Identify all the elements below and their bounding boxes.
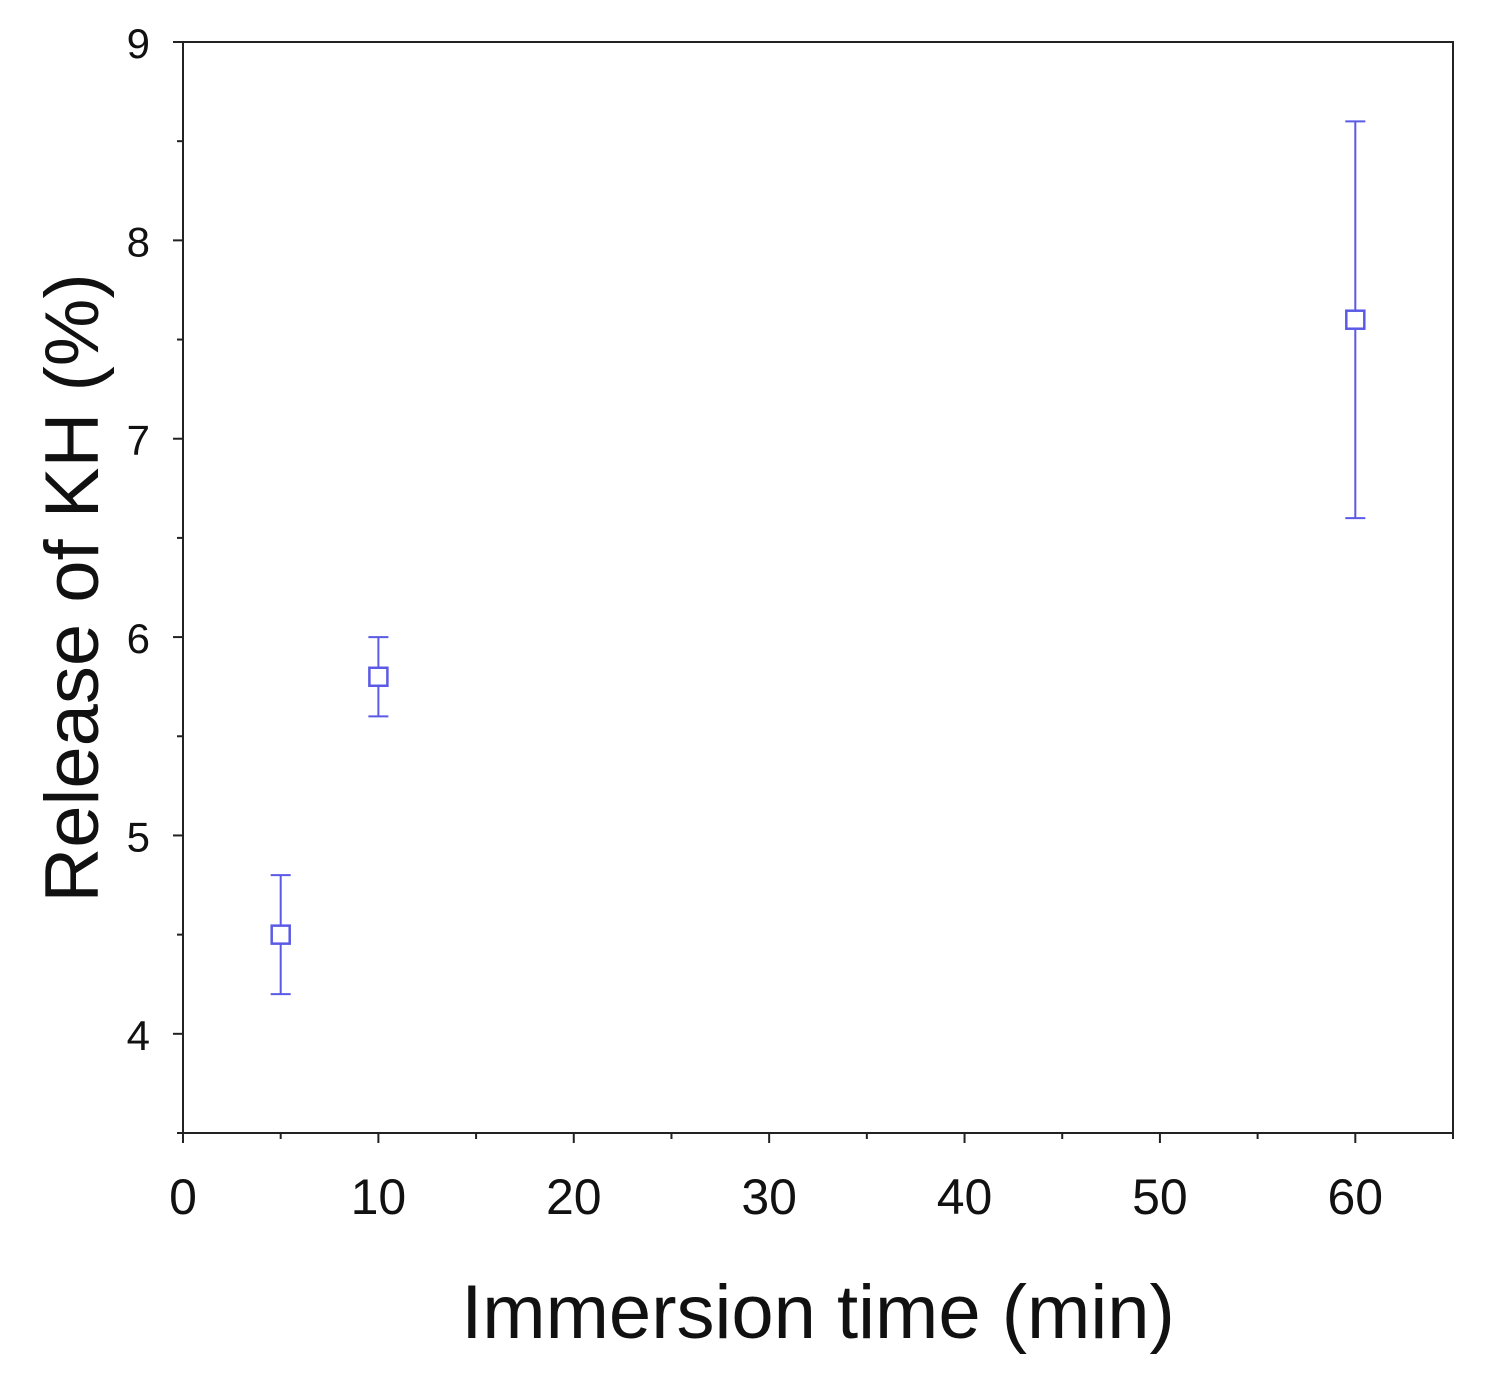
x-axis-title: Immersion time (min) xyxy=(461,1270,1175,1355)
y-tick-label: 9 xyxy=(127,20,150,67)
ticks: 0 10 20 30 40 50 60 4 5 6 7 8 9 xyxy=(127,20,1454,1225)
data-point xyxy=(270,924,291,945)
x-tick-label: 30 xyxy=(741,1169,797,1225)
x-tick-label: 10 xyxy=(351,1169,407,1225)
y-axis-title: Release of KH (%) xyxy=(30,273,115,902)
y-tick-label: 4 xyxy=(127,1012,150,1059)
x-tick-label: 40 xyxy=(937,1169,993,1225)
y-tick-label: 5 xyxy=(127,813,150,860)
y-tick-label: 8 xyxy=(127,218,150,265)
x-tick-label: 20 xyxy=(546,1169,602,1225)
y-tick-label: 6 xyxy=(127,615,150,662)
data-point xyxy=(368,666,389,688)
data-point xyxy=(1345,309,1366,330)
x-tick-label: 0 xyxy=(169,1169,197,1225)
data-points xyxy=(270,120,1366,996)
axes xyxy=(182,41,1454,1134)
plot-frame xyxy=(182,41,1454,1134)
x-tick-label: 60 xyxy=(1327,1169,1383,1225)
y-tick-label: 7 xyxy=(127,417,150,464)
x-tick-label: 50 xyxy=(1132,1169,1188,1225)
